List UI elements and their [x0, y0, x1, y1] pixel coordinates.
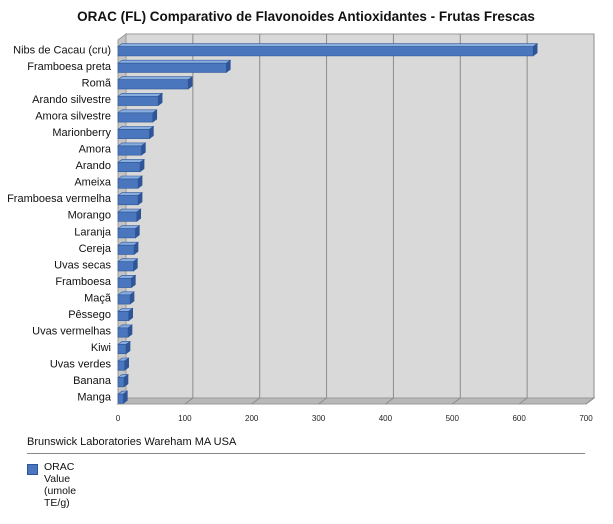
bar	[117, 277, 132, 288]
x-tick-label: 200	[245, 414, 259, 423]
category-label: Pêssego	[68, 309, 111, 321]
bar-top	[117, 76, 194, 81]
category-label: Kiwi	[91, 342, 111, 354]
gridline-floor	[385, 397, 394, 405]
bar	[117, 178, 139, 189]
bar	[117, 211, 138, 222]
bar	[117, 112, 154, 123]
bar	[117, 261, 134, 272]
bar-top	[117, 142, 147, 147]
bar-top	[117, 109, 158, 114]
bar-top	[117, 59, 232, 64]
category-label: Manga	[77, 392, 112, 404]
bar-top	[117, 159, 145, 163]
category-label: Uvas verdes	[50, 359, 112, 371]
bar	[117, 195, 139, 206]
bar-top	[117, 92, 164, 97]
bar-top	[117, 126, 155, 130]
bar	[117, 294, 131, 305]
category-label: Amora silvestre	[35, 110, 111, 122]
bar	[117, 162, 141, 173]
bar	[117, 360, 125, 371]
category-label: Romã	[82, 77, 112, 89]
x-tick-label: 600	[512, 414, 526, 423]
category-label: Arando	[76, 160, 111, 172]
category-label: Framboesa preta	[27, 61, 112, 73]
gridline-floor	[318, 397, 327, 405]
source-note: Brunswick Laboratories Wareham MA USA	[27, 436, 585, 454]
gridline-floor	[585, 397, 595, 405]
bar	[117, 393, 124, 404]
bar	[117, 244, 135, 255]
chart-footer: Brunswick Laboratories Wareham MA USA OR…	[27, 436, 585, 509]
category-label: Uvas secas	[54, 259, 111, 271]
category-label: Arando silvestre	[32, 94, 111, 106]
legend-label: ORAC Value (umole TE/g)	[44, 461, 77, 509]
bar-chart: ORAC (FL) Comparativo de Flavonoides Ant…	[7, 9, 596, 423]
category-label: Marionberry	[52, 127, 111, 139]
x-tick-label: 0	[116, 414, 121, 423]
category-label: Banana	[73, 375, 112, 387]
legend: ORAC Value (umole TE/g)	[27, 461, 94, 509]
category-label: Cereja	[79, 243, 112, 255]
bar	[117, 129, 150, 139]
bar	[117, 327, 129, 338]
x-tick-label: 100	[178, 414, 192, 423]
plot-area: 0 100 200 300 400 500 600 700 Nibs de Cacau (cru…	[7, 33, 596, 423]
bar	[117, 228, 136, 239]
x-tick-label: 300	[312, 414, 326, 423]
category-label: Morango	[68, 210, 111, 222]
bar	[117, 46, 534, 57]
x-tick-label: 400	[379, 414, 393, 423]
bar	[117, 344, 127, 355]
plot-back-wall	[125, 33, 595, 399]
bar	[117, 311, 129, 321]
category-label: Laranja	[74, 226, 112, 238]
category-label: Uvas vermelhas	[32, 326, 111, 338]
category-label: Maçã	[84, 292, 112, 304]
bar	[117, 62, 227, 73]
bar	[117, 95, 159, 106]
legend-swatch	[27, 464, 38, 475]
x-tick-label: 700	[579, 414, 593, 423]
chart-title: ORAC (FL) Comparativo de Flavonoides Ant…	[77, 9, 535, 24]
gridline-floor	[184, 397, 194, 405]
category-label: Framboesa vermelha	[7, 193, 112, 205]
bar-top	[117, 43, 539, 47]
category-label: Nibs de Cacau (cru)	[13, 44, 111, 56]
bar	[117, 145, 142, 156]
bar	[117, 79, 189, 90]
bar	[117, 377, 125, 388]
x-tick-label: 500	[446, 414, 460, 423]
gridline-floor	[518, 397, 528, 405]
category-label: Ameixa	[74, 177, 112, 189]
gridline-floor	[251, 397, 261, 405]
gridline-floor	[451, 397, 461, 405]
category-label: Framboesa	[55, 276, 112, 288]
category-label: Amora	[79, 144, 112, 156]
